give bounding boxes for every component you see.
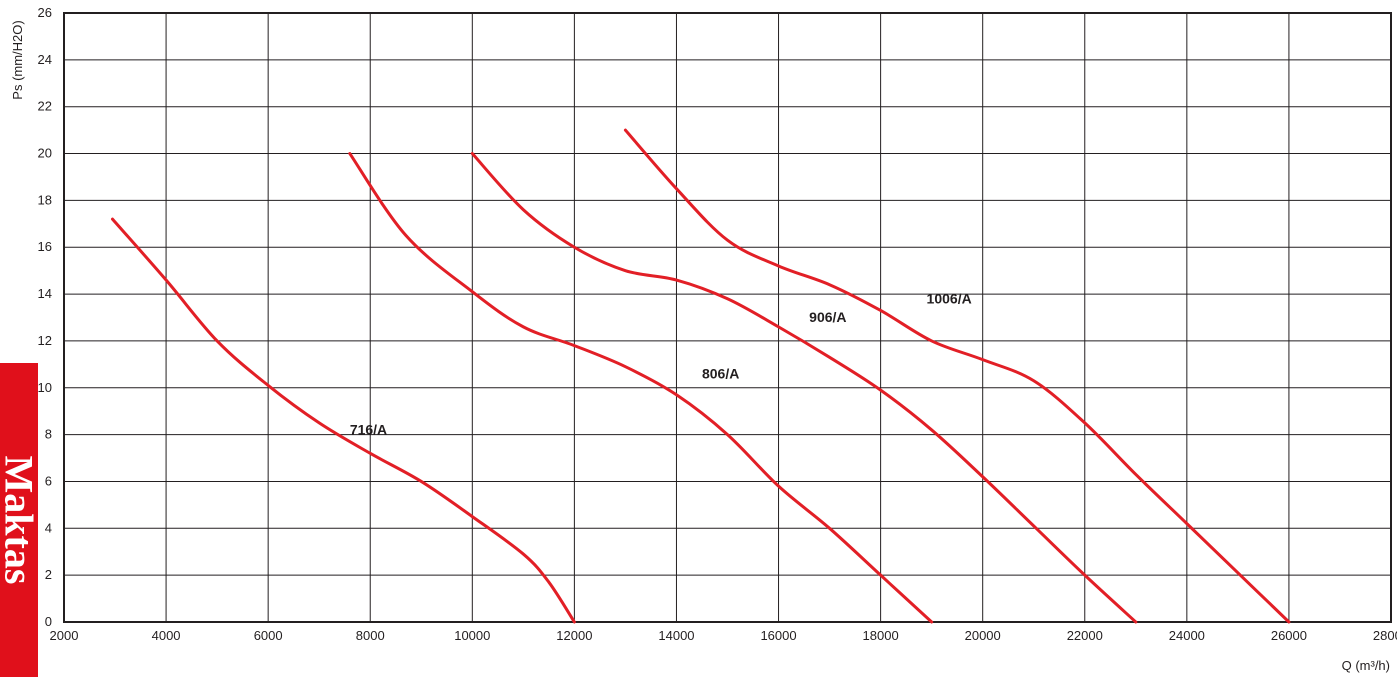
- series-line-716-a: [110, 217, 576, 624]
- y-tick-label: 8: [45, 427, 52, 442]
- curve-label: 1006/A: [927, 290, 972, 306]
- series-line-906-a: [470, 152, 1138, 624]
- curve-label: 716/A: [350, 422, 387, 438]
- y-tick-label: 20: [38, 146, 52, 161]
- x-tick-labels: 2000 4000 6000 8000 10000 12000 14000 16000 1800…: [50, 628, 1397, 643]
- y-tick-label: 18: [38, 192, 52, 207]
- x-tick-label: 6000: [254, 628, 283, 643]
- curve-label: 806/A: [702, 365, 739, 381]
- plot-frame: [63, 12, 1392, 623]
- x-tick-label: 16000: [760, 628, 796, 643]
- x-tick-label: 20000: [965, 628, 1001, 643]
- y-tick-label: 24: [38, 52, 52, 67]
- x-tick-label: 18000: [863, 628, 899, 643]
- x-tick-label: 14000: [658, 628, 694, 643]
- x-tick-label: 26000: [1271, 628, 1307, 643]
- x-tick-label: 4000: [152, 628, 181, 643]
- y-tick-label: 10: [38, 380, 52, 395]
- series-lines: [110, 128, 1291, 624]
- y-tick-label: 12: [38, 333, 52, 348]
- grid: [63, 12, 1392, 623]
- brand-tab: Maktas: [0, 363, 38, 677]
- y-tick-label: 2: [45, 567, 52, 582]
- y-axis-title: Ps (mm/H2O): [10, 20, 25, 99]
- series-line-806-a: [348, 152, 934, 624]
- x-tick-label: 2000: [50, 628, 79, 643]
- x-tick-label: 10000: [454, 628, 490, 643]
- y-tick-label: 26: [38, 5, 52, 20]
- curve-labels: 716/A 806/A 906/A 1006/A: [350, 290, 972, 437]
- x-tick-label: 22000: [1067, 628, 1103, 643]
- series-line-1006-a: [623, 128, 1291, 624]
- y-tick-label: 0: [45, 614, 52, 629]
- x-tick-label: 24000: [1169, 628, 1205, 643]
- x-axis-title: Q (m³/h): [1342, 658, 1390, 673]
- y-tick-label: 4: [45, 520, 52, 535]
- brand-logo-text: Maktas: [0, 455, 38, 585]
- y-tick-label: 6: [45, 473, 52, 488]
- curve-label: 906/A: [809, 309, 846, 325]
- x-tick-label: 12000: [556, 628, 592, 643]
- x-tick-label: 8000: [356, 628, 385, 643]
- y-tick-label: 14: [38, 286, 52, 301]
- y-tick-label: 22: [38, 99, 52, 114]
- y-tick-label: 16: [38, 239, 52, 254]
- x-tick-label: 28000: [1373, 628, 1397, 643]
